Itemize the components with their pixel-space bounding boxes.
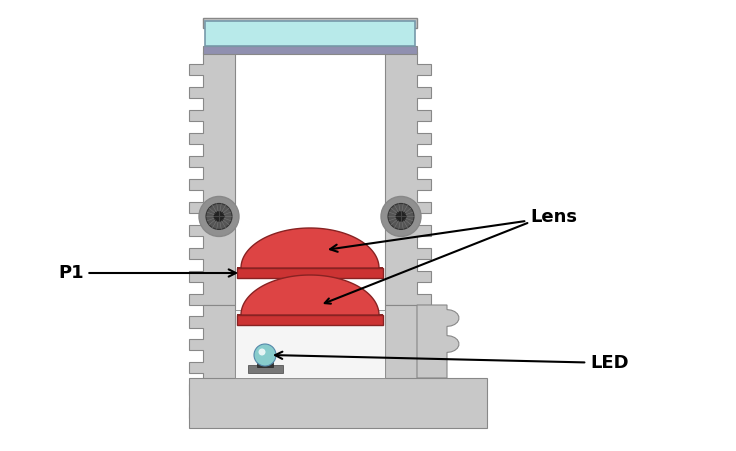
Text: P1: P1 xyxy=(58,264,236,282)
Bar xyxy=(189,378,487,428)
Bar xyxy=(257,355,273,367)
Bar xyxy=(235,310,385,378)
Text: Lens: Lens xyxy=(330,208,577,252)
Circle shape xyxy=(396,212,406,221)
Polygon shape xyxy=(417,305,459,378)
Bar xyxy=(203,18,417,28)
Polygon shape xyxy=(189,305,235,418)
Circle shape xyxy=(214,212,224,221)
Circle shape xyxy=(388,203,414,230)
Bar xyxy=(205,21,415,46)
Polygon shape xyxy=(189,52,235,305)
Text: LED: LED xyxy=(275,352,629,372)
Circle shape xyxy=(206,203,232,230)
Polygon shape xyxy=(237,275,383,315)
Bar xyxy=(385,305,417,418)
Bar xyxy=(237,268,383,278)
Circle shape xyxy=(199,197,239,236)
Circle shape xyxy=(381,197,421,236)
Polygon shape xyxy=(237,228,383,268)
Circle shape xyxy=(258,349,266,355)
Bar xyxy=(237,315,383,325)
Polygon shape xyxy=(385,52,431,305)
Bar xyxy=(247,365,283,373)
Bar xyxy=(203,46,417,54)
Circle shape xyxy=(254,344,276,366)
